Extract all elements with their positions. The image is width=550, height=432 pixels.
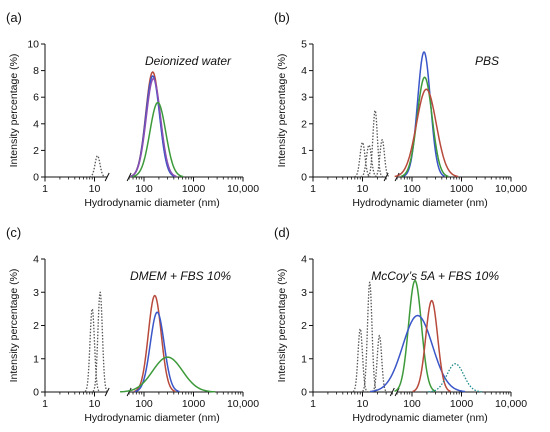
- series-curve-3: [130, 75, 176, 178]
- y-tick-label: 4: [301, 254, 307, 266]
- panel-label: (a): [6, 10, 22, 25]
- panel-label: (b): [274, 10, 290, 25]
- series-curve-1: [354, 141, 371, 178]
- series-curve-4: [394, 279, 436, 393]
- panel-label: (c): [6, 225, 21, 240]
- y-tick-label: 6: [33, 92, 39, 104]
- axis-break-mark: [104, 172, 110, 182]
- series-curve-7: [428, 363, 483, 393]
- x-tick-label: 1: [310, 398, 316, 410]
- y-axis-label: Intensity percentage (%): [8, 54, 20, 168]
- y-tick-label: 0: [33, 387, 39, 399]
- y-tick-label: 2: [33, 145, 39, 157]
- x-tick-label: 100: [135, 183, 153, 195]
- y-tick-label: 1: [33, 353, 39, 365]
- series-curve-7: [394, 88, 459, 178]
- x-tick-label: 1: [310, 183, 316, 195]
- series-curve-2: [360, 144, 378, 178]
- x-tick-label: 10,000: [495, 398, 527, 410]
- x-tick-label: 10: [357, 398, 369, 410]
- series-curve-1: [84, 308, 100, 393]
- y-axis-label: Intensity percentage (%): [276, 54, 288, 168]
- series-curve-1: [89, 155, 106, 178]
- series-curve-5: [132, 101, 184, 178]
- x-tick-label: 1000: [182, 398, 206, 410]
- panel-label: (d): [274, 225, 290, 240]
- y-tick-label: 2: [301, 118, 307, 130]
- x-axis-label: Hydrodynamic diameter (nm): [352, 197, 487, 209]
- panel-1: (a) Deionized water 0 2 4 6 8 10 Intensity perce…: [6, 10, 259, 209]
- y-tick-label: 1: [301, 353, 307, 365]
- x-tick-label: 1: [42, 398, 48, 410]
- series-curve-6: [400, 76, 449, 178]
- series-curve-4: [374, 139, 390, 178]
- series-curve-3: [367, 109, 383, 178]
- y-tick-label: 2: [301, 320, 307, 332]
- series-curve-4: [130, 77, 177, 178]
- x-tick-label: 10: [357, 183, 369, 195]
- axis-break-mark: [104, 387, 110, 397]
- y-tick-label: 10: [27, 39, 39, 51]
- y-tick-label: 3: [301, 287, 307, 299]
- x-tick-label: 1000: [182, 183, 206, 195]
- panel-title: Deionized water: [145, 54, 232, 68]
- x-tick-label: 10: [89, 398, 101, 410]
- y-tick-label: 4: [301, 65, 307, 77]
- y-axis-label: Intensity percentage (%): [8, 269, 20, 383]
- y-tick-label: 4: [33, 254, 39, 266]
- x-tick-label: 10: [89, 183, 101, 195]
- x-tick-label: 100: [135, 398, 153, 410]
- x-axis-label: Hydrodynamic diameter (nm): [84, 412, 219, 424]
- x-axis-label: Hydrodynamic diameter (nm): [352, 412, 487, 424]
- series-curve-3: [371, 334, 387, 393]
- x-tick-label: 100: [403, 183, 421, 195]
- series-curve-3: [133, 294, 176, 393]
- y-tick-label: 0: [301, 172, 307, 184]
- y-tick-label: 2: [33, 320, 39, 332]
- x-tick-label: 10,000: [495, 183, 527, 195]
- y-tick-label: 3: [301, 92, 307, 104]
- x-tick-label: 10,000: [227, 183, 259, 195]
- x-tick-label: 1: [42, 183, 48, 195]
- series-curve-6: [412, 299, 451, 393]
- x-tick-label: 10,000: [227, 398, 259, 410]
- y-tick-label: 0: [301, 387, 307, 399]
- series-curve-2: [130, 71, 176, 178]
- series-curve-2: [92, 291, 108, 392]
- x-tick-label: 1000: [450, 398, 474, 410]
- x-tick-label: 1000: [450, 183, 474, 195]
- panel-title: PBS: [475, 54, 499, 68]
- series-curve-2: [362, 281, 378, 392]
- y-tick-label: 4: [33, 118, 39, 130]
- y-tick-label: 5: [301, 39, 307, 51]
- series-curve-1: [352, 328, 368, 393]
- panel-title: DMEM + FBS 10%: [130, 269, 231, 283]
- x-axis-label: Hydrodynamic diameter (nm): [84, 197, 219, 209]
- series-curve-5: [120, 356, 216, 393]
- y-tick-label: 3: [33, 287, 39, 299]
- panel-title: McCoy’s 5A + FBS 10%: [371, 269, 499, 283]
- y-tick-label: 0: [33, 172, 39, 184]
- y-axis-label: Intensity percentage (%): [276, 269, 288, 383]
- y-tick-label: 1: [301, 145, 307, 157]
- y-tick-label: 8: [33, 65, 39, 77]
- series-curve-5: [370, 314, 466, 393]
- x-tick-label: 100: [403, 398, 421, 410]
